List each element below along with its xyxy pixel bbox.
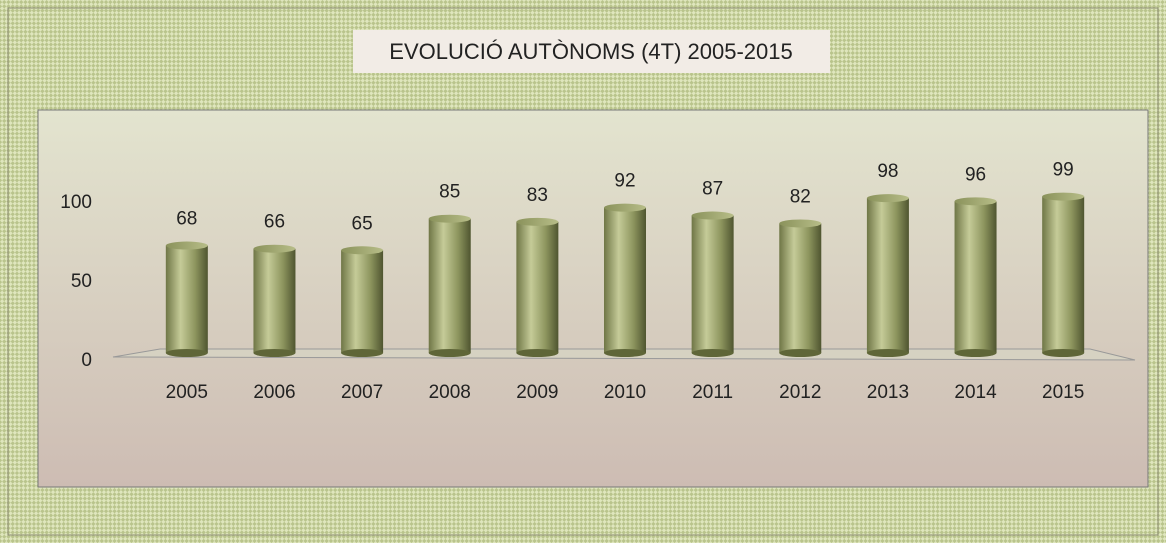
bar <box>516 221 559 353</box>
bar-base <box>516 349 559 357</box>
bar-base <box>866 349 909 357</box>
title-box <box>353 30 830 73</box>
bar-top <box>779 219 822 228</box>
value-label: 92 <box>614 171 635 192</box>
x-tick-label: 2006 <box>253 382 295 403</box>
bar <box>165 245 208 353</box>
bar <box>1042 196 1085 353</box>
bar <box>866 198 909 353</box>
value-label: 65 <box>352 213 373 234</box>
bar-top <box>341 246 384 255</box>
bar-base <box>691 349 734 357</box>
value-label: 85 <box>439 182 460 203</box>
x-tick-label: 2005 <box>166 382 208 403</box>
bar-top <box>604 203 646 212</box>
x-tick-label: 2011 <box>692 382 733 403</box>
bar <box>954 201 997 353</box>
value-label: 83 <box>527 185 548 206</box>
y-tick-label: 100 <box>60 192 92 213</box>
bar-base <box>779 349 822 357</box>
bar-top <box>165 241 208 250</box>
value-label: 96 <box>965 164 986 185</box>
x-tick-label: 2012 <box>779 382 821 403</box>
bar <box>428 218 471 353</box>
x-tick-label: 2013 <box>867 382 909 403</box>
bar-top <box>866 194 909 203</box>
bar <box>341 250 384 353</box>
bar-base <box>165 349 208 357</box>
bar-top <box>1042 192 1085 201</box>
bar-base <box>954 349 997 357</box>
value-label: 99 <box>1053 160 1074 181</box>
x-tick-label: 2014 <box>954 382 997 403</box>
x-tick-label: 2015 <box>1042 382 1084 403</box>
bar <box>691 215 734 353</box>
bar <box>253 248 296 353</box>
bar-top <box>428 214 471 223</box>
value-label: 98 <box>877 161 898 182</box>
y-tick-label: 50 <box>71 271 92 292</box>
bar-base <box>428 349 471 357</box>
bar <box>779 223 822 353</box>
x-tick-label: 2009 <box>516 382 558 403</box>
bar-base <box>253 349 296 357</box>
bar-top <box>516 217 559 226</box>
bar-base <box>341 349 384 357</box>
frame <box>7 7 1159 536</box>
chart-title: EVOLUCIÓ AUTÒNOMS (4T) 2005-2015 <box>389 39 792 64</box>
x-tick-label: 2008 <box>429 382 471 403</box>
value-label: 87 <box>702 179 723 200</box>
x-tick-label: 2010 <box>604 382 646 403</box>
bar-top <box>954 197 997 206</box>
bar-base <box>604 349 646 357</box>
y-tick-label: 0 <box>81 350 92 371</box>
bar <box>604 207 646 353</box>
value-label: 82 <box>790 186 811 207</box>
value-label: 68 <box>176 209 197 230</box>
bar-top <box>691 211 734 220</box>
bar-base <box>1042 349 1085 357</box>
value-label: 66 <box>264 212 285 233</box>
bar-top <box>253 244 296 253</box>
x-tick-label: 2007 <box>341 382 383 403</box>
